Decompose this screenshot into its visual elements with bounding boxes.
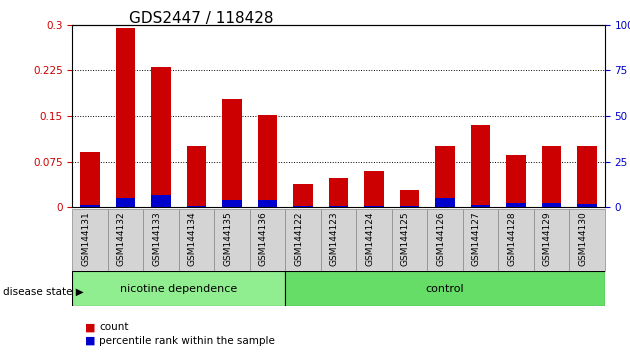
Bar (72, 209, 108, 271)
Text: nicotine dependence: nicotine dependence (120, 284, 238, 293)
Bar (214, 209, 250, 271)
Bar (329, 206, 348, 207)
Bar (187, 146, 207, 207)
Bar (116, 198, 135, 207)
Bar (507, 155, 526, 207)
Text: GSM144136: GSM144136 (259, 211, 268, 266)
Bar (81, 153, 100, 207)
Bar (471, 125, 490, 207)
Bar (400, 206, 420, 207)
Bar (108, 209, 144, 271)
Bar (151, 67, 171, 207)
Bar (392, 209, 427, 271)
Text: GDS2447 / 118428: GDS2447 / 118428 (129, 11, 274, 25)
Text: GSM144124: GSM144124 (365, 211, 374, 266)
Text: GSM144131: GSM144131 (81, 211, 90, 266)
Bar (81, 205, 100, 207)
Text: GSM144132: GSM144132 (117, 211, 125, 266)
Bar (285, 209, 321, 271)
Text: GSM144127: GSM144127 (472, 211, 481, 266)
Bar (144, 209, 179, 271)
Text: ■: ■ (85, 322, 96, 332)
Text: percentile rank within the sample: percentile rank within the sample (99, 336, 275, 346)
Bar (498, 209, 534, 271)
Bar (250, 209, 285, 271)
Bar (72, 271, 285, 306)
Text: GSM144123: GSM144123 (329, 211, 338, 266)
Bar (258, 115, 277, 207)
Bar (179, 209, 214, 271)
Bar (577, 146, 597, 207)
Text: GSM144133: GSM144133 (152, 211, 161, 266)
Bar (364, 171, 384, 207)
Bar (357, 209, 392, 271)
Text: GSM144126: GSM144126 (436, 211, 445, 266)
Bar (258, 200, 277, 207)
Bar (294, 184, 313, 207)
Bar (116, 28, 135, 207)
Bar (577, 204, 597, 207)
Bar (507, 204, 526, 207)
Bar (294, 206, 313, 207)
Text: disease state ▶: disease state ▶ (3, 287, 84, 297)
Text: GSM144130: GSM144130 (578, 211, 587, 266)
Bar (285, 271, 605, 306)
Text: GSM144125: GSM144125 (401, 211, 410, 266)
Bar (427, 209, 463, 271)
Bar (222, 200, 242, 207)
Bar (463, 209, 498, 271)
Bar (570, 209, 605, 271)
Bar (187, 206, 207, 207)
Bar (534, 209, 570, 271)
Bar (542, 203, 561, 207)
Text: GSM144129: GSM144129 (542, 211, 552, 266)
Bar (435, 146, 455, 207)
Text: GSM144134: GSM144134 (188, 211, 197, 266)
Bar (435, 198, 455, 207)
Bar (329, 178, 348, 207)
Bar (542, 146, 561, 207)
Bar (321, 209, 357, 271)
Bar (400, 190, 420, 207)
Bar (364, 206, 384, 207)
Text: GSM144128: GSM144128 (507, 211, 516, 266)
Text: count: count (99, 322, 129, 332)
Text: ■: ■ (85, 336, 96, 346)
Text: control: control (426, 284, 464, 293)
Bar (471, 205, 490, 207)
Bar (222, 99, 242, 207)
Bar (151, 195, 171, 207)
Text: GSM144122: GSM144122 (294, 211, 303, 266)
Text: GSM144135: GSM144135 (223, 211, 232, 266)
